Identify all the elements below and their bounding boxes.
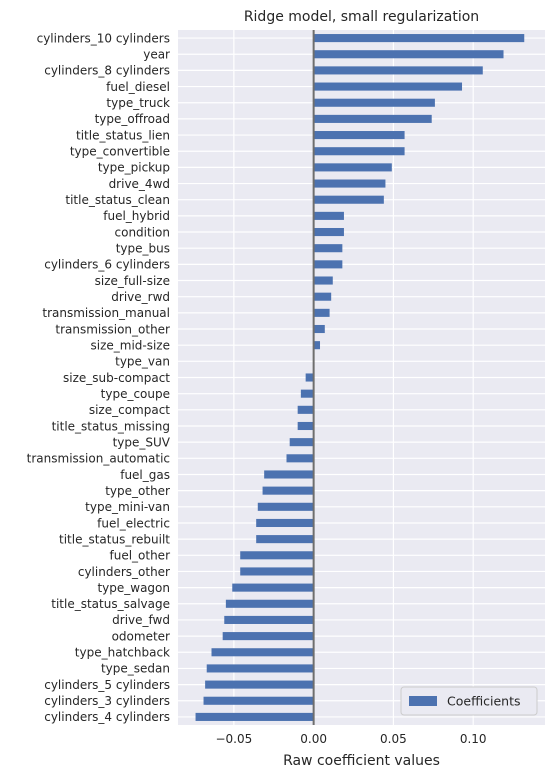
bar — [313, 276, 333, 285]
y-tick-label: drive_rwd — [111, 290, 170, 304]
y-tick-label: fuel_hybrid — [103, 209, 170, 223]
y-tick-label: type_offroad — [95, 112, 170, 126]
category-labels: cylinders_10 cylinders year cylinders_8 cy… — [27, 31, 171, 724]
y-tick-label: fuel_other — [109, 549, 170, 563]
bar — [313, 308, 330, 317]
y-tick-label: fuel_electric — [97, 516, 170, 530]
y-tick-label: type_sedan — [101, 662, 170, 676]
bar — [297, 405, 314, 414]
y-tick-label: cylinders_3 cylinders — [44, 694, 170, 708]
bar — [313, 292, 332, 301]
bar — [313, 244, 343, 253]
y-tick-label: cylinders_4 cylinders — [44, 710, 170, 724]
bar — [232, 583, 314, 592]
x-tick-label: −0.05 — [215, 732, 252, 746]
y-tick-label: type_van — [115, 355, 170, 369]
y-tick-label: cylinders_10 cylinders — [37, 31, 170, 45]
bar — [313, 147, 405, 156]
y-tick-label: cylinders_8 cylinders — [44, 64, 170, 78]
bar — [313, 34, 525, 43]
legend: Coefficients — [400, 686, 538, 716]
legend-swatch — [409, 696, 437, 706]
bar — [313, 163, 392, 172]
y-tick-label: odometer — [112, 629, 170, 643]
bar — [195, 712, 314, 721]
y-tick-label: type_hatchback — [75, 646, 170, 660]
y-tick-label: type_bus — [116, 241, 170, 255]
bar — [240, 567, 314, 576]
y-tick-label: title_status_lien — [76, 128, 170, 142]
bar — [300, 389, 314, 398]
legend-label: Coefficients — [447, 694, 521, 709]
bars — [195, 34, 525, 721]
y-tick-label: type_mini-van — [85, 500, 170, 514]
bar — [262, 486, 314, 495]
bar — [313, 98, 435, 107]
y-tick-label: size_sub-compact — [63, 371, 170, 385]
y-tick-label: condition — [115, 225, 170, 239]
bar — [313, 260, 343, 269]
y-tick-label: drive_fwd — [112, 613, 170, 627]
bar — [313, 341, 321, 350]
y-tick-label: type_convertible — [70, 145, 170, 159]
bar — [313, 131, 405, 140]
bar — [313, 211, 344, 220]
y-tick-label: size_full-size — [95, 274, 170, 288]
y-tick-label: title_status_salvage — [51, 597, 170, 611]
bar — [222, 632, 314, 641]
bar — [313, 66, 483, 75]
bar — [286, 454, 314, 463]
y-tick-label: type_wagon — [97, 581, 170, 595]
y-tick-label: transmission_manual — [42, 306, 170, 320]
bar — [257, 502, 314, 511]
bar — [313, 114, 432, 123]
y-tick-label: cylinders_5 cylinders — [44, 678, 170, 692]
bar — [297, 421, 314, 431]
bar — [256, 518, 314, 528]
x-axis-label: Raw coefficient values — [283, 753, 440, 769]
bar — [313, 195, 384, 204]
bar — [313, 50, 504, 59]
bar — [225, 599, 314, 608]
x-tick-label: 0.05 — [380, 732, 407, 746]
y-tick-label: transmission_automatic — [27, 452, 170, 466]
bar — [313, 324, 325, 334]
bar — [313, 82, 463, 91]
y-tick-label: cylinders_other — [78, 565, 170, 579]
y-tick-label: title_status_clean — [65, 193, 170, 207]
y-tick-label: size_compact — [89, 403, 170, 417]
y-tick-label: transmission_other — [55, 322, 170, 336]
y-tick-label: title_status_missing — [52, 419, 170, 433]
y-tick-label: type_pickup — [98, 161, 170, 175]
y-tick-label: type_SUV — [113, 435, 171, 449]
bar — [305, 373, 314, 382]
y-tick-label: size_mid-size — [90, 338, 170, 352]
y-tick-label: type_truck — [106, 96, 170, 110]
x-tick-label: 0.10 — [460, 732, 487, 746]
y-tick-label: fuel_diesel — [106, 80, 170, 94]
y-tick-label: title_status_rebuilt — [59, 532, 170, 546]
bar — [240, 551, 314, 560]
bar — [289, 438, 314, 447]
y-tick-label: year — [143, 48, 170, 62]
legend-box — [400, 686, 538, 716]
bar — [224, 615, 314, 624]
bar — [313, 227, 344, 237]
x-tick-labels: −0.05 0.00 0.05 0.10 — [215, 732, 486, 746]
bar — [211, 648, 314, 657]
y-tick-label: fuel_gas — [120, 468, 170, 482]
y-tick-label: drive_4wd — [109, 177, 170, 191]
bar — [206, 664, 314, 673]
chart-title: Ridge model, small regularization — [244, 9, 479, 25]
bar — [264, 470, 314, 479]
y-tick-label: cylinders_6 cylinders — [44, 258, 170, 272]
x-tick-label: 0.00 — [300, 732, 327, 746]
y-tick-label: type_other — [105, 484, 170, 498]
bar — [313, 179, 386, 188]
bar — [256, 535, 314, 544]
bar — [205, 680, 314, 689]
bar — [203, 696, 314, 705]
y-tick-label: type_coupe — [101, 387, 170, 401]
